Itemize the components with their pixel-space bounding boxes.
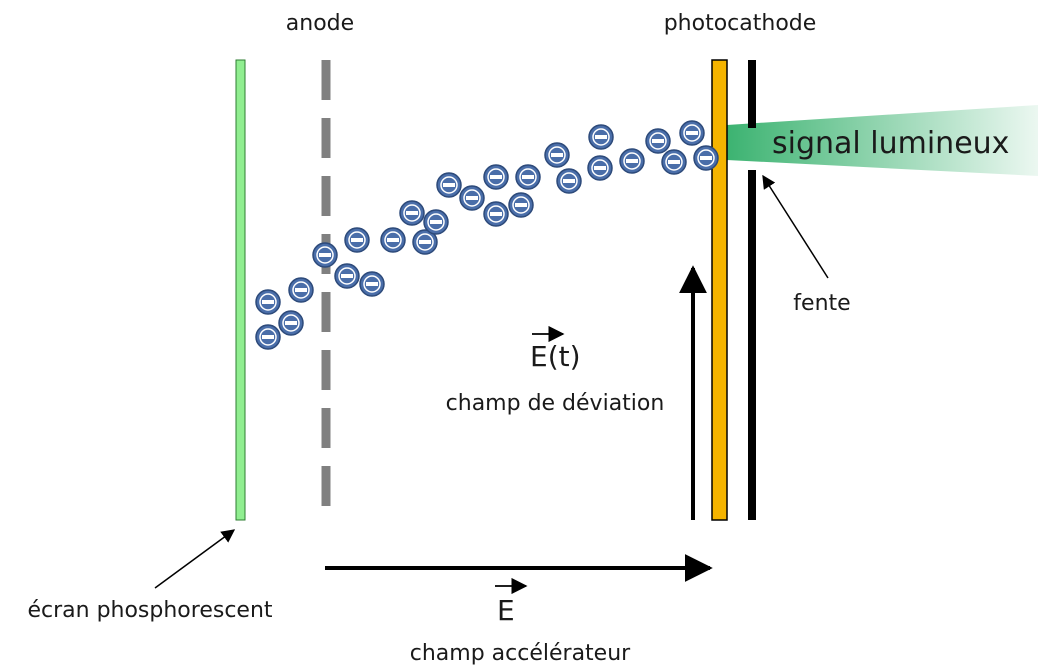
electron-ring: [591, 159, 609, 177]
electron-ring: [292, 281, 310, 299]
electron-ring: [440, 176, 458, 194]
electron-minus: [551, 153, 563, 157]
electron-minus: [387, 238, 399, 242]
light-beam: [727, 105, 1038, 176]
electron-minus: [515, 203, 527, 207]
electrons: [255, 120, 719, 350]
photocathode-label: photocathode: [664, 11, 817, 36]
electron-minus: [262, 300, 274, 304]
electron-ring: [338, 267, 356, 285]
electron-minus: [700, 156, 712, 160]
electron-ring: [487, 205, 505, 223]
electron-ring: [363, 275, 381, 293]
electron-minus: [443, 183, 455, 187]
electron-ring: [259, 328, 277, 346]
electron-ring: [316, 246, 334, 264]
electron-minus: [626, 159, 638, 163]
electron-minus: [430, 220, 442, 224]
electron-ring: [592, 128, 610, 146]
electron-ring: [649, 132, 667, 150]
slit-pointer: [762, 174, 829, 279]
electron-minus: [319, 253, 331, 257]
electron-minus: [262, 335, 274, 339]
electron-minus: [668, 160, 680, 164]
electron-minus: [406, 211, 418, 215]
electron-ring: [348, 231, 366, 249]
electron-minus: [490, 212, 502, 216]
anode-label: anode: [286, 11, 354, 36]
electron-minus: [366, 282, 378, 286]
signal-label: signal lumineux: [772, 126, 1009, 161]
electron-minus: [295, 288, 307, 292]
electron-ring: [282, 314, 300, 332]
electron-ring: [623, 152, 641, 170]
accel-label: champ accélérateur: [410, 641, 631, 666]
electron-minus: [341, 274, 353, 278]
electron-ring: [487, 168, 505, 186]
accel-symbol: E: [497, 594, 515, 627]
electron-minus: [466, 196, 478, 200]
electron-ring: [665, 153, 683, 171]
electron-minus: [686, 131, 698, 135]
slit-label: fente: [793, 291, 850, 316]
photocathode-plate: [711, 59, 728, 521]
electron-minus: [351, 238, 363, 242]
electron-ring: [403, 204, 421, 222]
screen-pointer: [154, 529, 236, 589]
electron-minus: [652, 139, 664, 143]
electron-minus: [490, 175, 502, 179]
electron-ring: [259, 293, 277, 311]
electron-minus: [285, 321, 297, 325]
electron-ring: [427, 213, 445, 231]
electron-ring: [463, 189, 481, 207]
electron-ring: [697, 149, 715, 167]
electron-ring: [512, 196, 530, 214]
phosphor-screen: [235, 59, 246, 521]
slit-bottom: [748, 170, 756, 520]
electron-ring: [683, 124, 701, 142]
deviation-label: champ de déviation: [446, 391, 665, 416]
slit-top: [748, 60, 756, 128]
screen-label: écran phosphorescent: [27, 598, 272, 623]
electron-minus: [563, 179, 575, 183]
electron-minus: [595, 135, 607, 139]
electron-minus: [522, 175, 534, 179]
electron-ring: [384, 231, 402, 249]
electron-ring: [560, 172, 578, 190]
electron-minus: [594, 166, 606, 170]
electron-ring: [416, 233, 434, 251]
electron-ring: [548, 146, 566, 164]
deviation-symbol: E(t): [530, 340, 581, 373]
electron-ring: [519, 168, 537, 186]
electron-minus: [419, 240, 431, 244]
